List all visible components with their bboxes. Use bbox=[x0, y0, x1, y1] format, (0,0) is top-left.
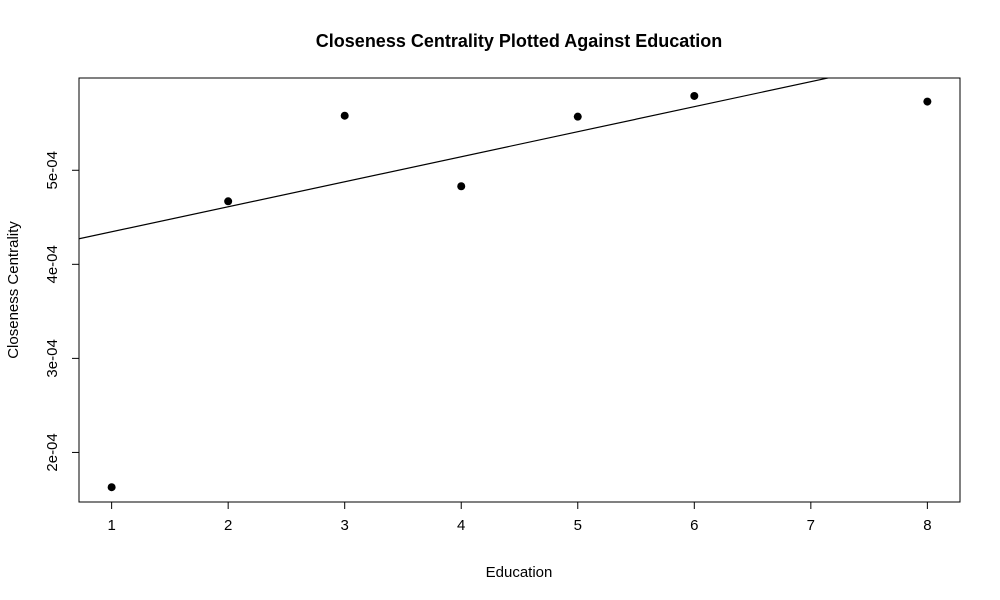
y-tick-label: 4e-04 bbox=[44, 245, 61, 283]
data-point-1 bbox=[107, 483, 116, 492]
x-tick-label: 8 bbox=[923, 517, 931, 534]
chart-title: Closeness Centrality Plotted Against Edu… bbox=[316, 31, 722, 51]
x-tick-label: 6 bbox=[690, 517, 698, 534]
data-point-3 bbox=[340, 111, 349, 120]
plot-frame bbox=[78, 77, 961, 503]
data-point-2 bbox=[224, 197, 233, 206]
data-point-5 bbox=[573, 112, 582, 121]
data-point-7 bbox=[923, 97, 932, 106]
y-axis-label: Closeness Centrality bbox=[5, 221, 22, 359]
data-point-6 bbox=[690, 91, 699, 100]
x-axis-label: Education bbox=[486, 564, 553, 581]
x-tick-label: 7 bbox=[807, 517, 815, 534]
trend-line bbox=[79, 78, 831, 240]
y-tick-label: 2e-04 bbox=[44, 433, 61, 471]
y-tick-label: 3e-04 bbox=[44, 339, 61, 377]
x-tick-label: 5 bbox=[574, 517, 582, 534]
x-tick-label: 4 bbox=[457, 517, 465, 534]
x-tick-label: 1 bbox=[107, 517, 115, 534]
y-tick-label: 5e-04 bbox=[44, 151, 61, 189]
data-point-4 bbox=[457, 182, 466, 191]
x-tick-label: 2 bbox=[224, 517, 232, 534]
x-tick-label: 3 bbox=[341, 517, 349, 534]
